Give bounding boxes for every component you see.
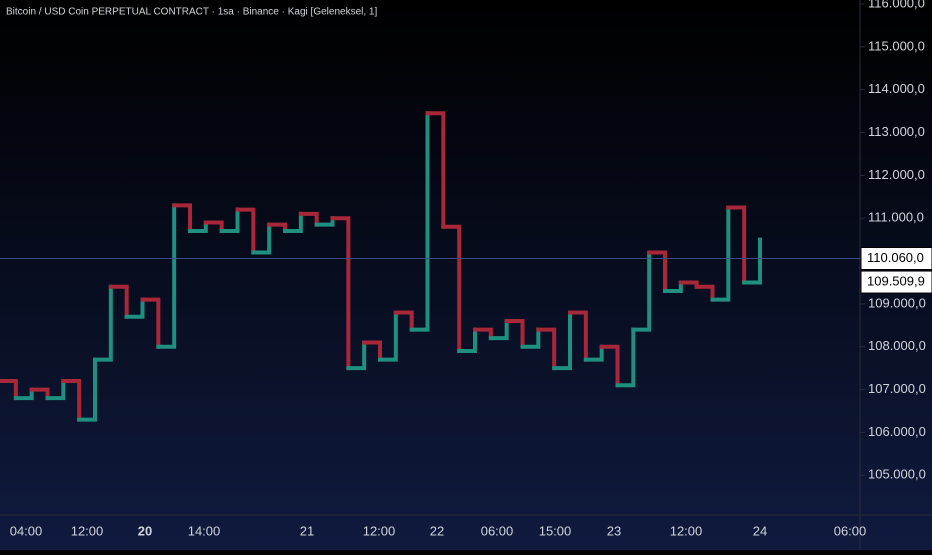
kagi-segment [188, 220, 208, 234]
kagi-segment [61, 379, 82, 422]
kagi-segment [108, 284, 129, 319]
kagi-segment [520, 327, 541, 349]
kagi-segment [29, 387, 50, 401]
kagi-segment [631, 250, 652, 332]
kagi-segment [457, 327, 477, 354]
kagi-segment [283, 211, 303, 234]
x-tick-label: 12:00 [363, 523, 396, 538]
x-tick-label: 20 [138, 523, 152, 538]
kagi-segment [378, 310, 398, 362]
x-tick-label: 24 [753, 523, 767, 538]
kagi-segment [362, 340, 382, 362]
y-tick-label: 111.000,0 [868, 210, 924, 225]
x-tick-label: 12:00 [670, 523, 703, 538]
kagi-segment [504, 319, 525, 349]
kagi-segment [124, 297, 145, 319]
y-tick-label: 114.000,0 [868, 81, 925, 96]
y-tick-label: 105.000,0 [868, 467, 926, 482]
x-tick-label: 22 [430, 523, 444, 538]
kagi-segment [552, 310, 572, 371]
y-tick-label: 108.000,0 [868, 338, 926, 353]
kagi-segment [45, 379, 66, 401]
x-tick-label: 14:00 [188, 523, 221, 538]
x-tick-label: 12:00 [71, 523, 104, 538]
x-tick-label: 06:00 [834, 523, 867, 538]
kagi-segment [219, 207, 240, 234]
kagi-segment [77, 357, 97, 422]
kagi-segment [647, 250, 667, 294]
x-tick-label: 15:00 [539, 523, 572, 538]
kagi-segment [425, 111, 446, 229]
kagi-segment [235, 207, 256, 255]
price-label-box [860, 246, 932, 270]
kagi-segment [441, 224, 462, 354]
kagi-segment [267, 222, 287, 234]
kagi-segment [473, 327, 493, 341]
y-tick-label: 107.000,0 [868, 381, 926, 396]
price-label: 110.060,0 [867, 250, 924, 265]
y-tick-label: 109.000,0 [868, 295, 926, 310]
kagi-segment [488, 319, 509, 341]
kagi-segment [298, 211, 319, 227]
y-tick-label: 106.000,0 [868, 424, 926, 439]
x-tick-label: 23 [607, 523, 621, 538]
x-tick-label: 04:00 [10, 523, 43, 538]
kagi-segment [599, 344, 620, 388]
kagi-segment [742, 237, 762, 285]
kagi-segment [172, 203, 192, 234]
kagi-segment [346, 340, 367, 371]
y-tick-label: 116.000,0 [868, 0, 925, 10]
chart-title: Bitcoin / USD Coin PERPETUAL CONTRACT · … [6, 7, 377, 18]
kagi-segment [615, 327, 636, 388]
y-tick-label: 112.000,0 [868, 167, 925, 182]
kagi-segment [314, 216, 335, 227]
kagi-segment [409, 111, 430, 332]
kagi-segment [156, 203, 177, 349]
kagi-segment [536, 327, 557, 371]
kagi-segment [140, 297, 161, 349]
kagi-segment [93, 284, 113, 362]
kagi-segment [710, 205, 731, 302]
price-label: 109.509,9 [867, 273, 925, 288]
price-label-box [860, 270, 932, 294]
kagi-segment [13, 387, 34, 401]
x-tick-label: 21 [300, 523, 314, 538]
kagi-segment [583, 344, 604, 362]
x-tick-label: 06:00 [481, 523, 514, 538]
kagi-segment [568, 310, 588, 362]
kagi-segment [694, 284, 715, 302]
kagi-segment [0, 379, 18, 401]
kagi-segment [393, 310, 414, 332]
kagi-segment [330, 216, 351, 371]
kagi-segment [726, 205, 747, 285]
kagi-segment [663, 280, 683, 294]
kagi-segment [251, 222, 272, 255]
y-tick-label: 115.000,0 [868, 38, 925, 53]
y-tick-label: 113.000,0 [868, 124, 925, 139]
kagi-segment [203, 220, 224, 234]
